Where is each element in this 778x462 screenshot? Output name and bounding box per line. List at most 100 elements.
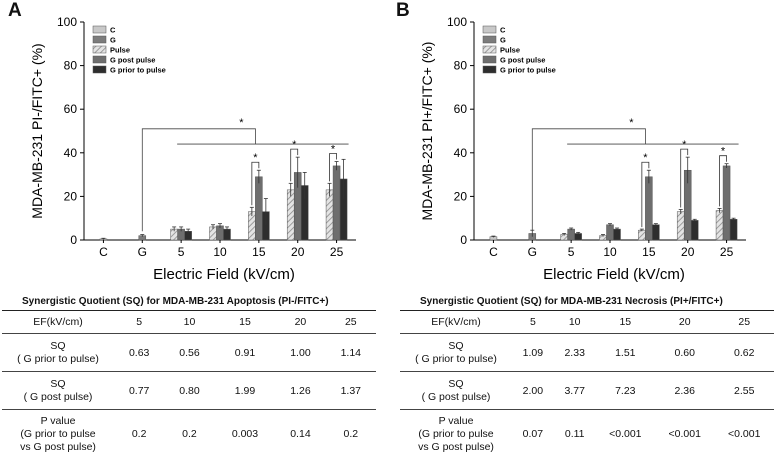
bar-g-post-pulse [606,224,614,241]
bar-g-prior-to-pulse [729,219,738,241]
legend-label: G [110,36,116,45]
table-cell: 0.11 [564,428,585,440]
significance-star: * [682,139,687,151]
header-cell: 20 [655,310,715,334]
header-cell: 15 [595,310,656,334]
significance-bracket [719,155,727,207]
table-cell: 0.2 [182,428,197,440]
table-cell: 0.77 [114,371,165,410]
x-tick-label: 15 [642,245,656,259]
legend-label: Pulse [110,46,130,55]
y-tick-label: 20 [64,189,78,203]
x-tick-label: 5 [568,245,575,259]
table-cell: 0.2 [343,428,359,440]
legend-swatch [482,65,497,74]
bar-g-post-pulse [567,228,575,241]
significance-star: * [292,139,297,151]
table-cell: <0.001 [668,428,701,440]
header-cell: EF(kV/cm) [400,310,512,334]
panel-letter-b: B [396,0,410,21]
table-cell: 2.33 [553,333,596,372]
header-cell: 25 [325,310,376,334]
legend-label: C [500,26,506,35]
legend-swatch [482,55,497,64]
table-cell: 0.56 [164,333,215,372]
table-cell: 1.37 [325,371,376,410]
significance-bracket [680,148,689,208]
y-tick-label: 80 [64,59,78,73]
y-tick-label: 40 [454,146,468,160]
table-cell: 0.62 [714,333,774,372]
table-cell: 1.51 [595,333,656,372]
panel-letter-a: A [8,0,22,21]
significance-bracket [641,161,650,228]
table-cell: 0.14 [290,428,311,440]
table-header-row: EF(kV/cm) 5 10 15 20 25 [2,310,376,334]
table-cell: 0.07 [522,428,544,440]
x-tick-label: 15 [252,245,266,259]
header-cell: 10 [164,310,215,334]
significance-star: * [721,146,726,158]
table-cell: 1.14 [325,333,376,372]
group-bracket [531,128,646,232]
group-bracket [141,128,256,232]
x-axis-label: Electric Field (kV/cm) [543,266,685,283]
bar-pulse [676,211,685,241]
legend-swatch [92,55,107,64]
header-cell: 15 [214,310,276,334]
x-tick-label: C [99,245,108,259]
table-cell: 7.23 [595,371,656,410]
y-tick-label: 80 [454,59,468,73]
table-title: Synergistic Quotient (SQ) for MDA-MB-231… [400,292,774,311]
y-tick-label: 60 [64,102,78,116]
row-label: P value (G prior to pulse vs G post pulse) [418,414,494,453]
row-label: SQ( G prior to pulse) [2,333,114,372]
table-cell: <0.001 [728,428,761,440]
significance-star: * [643,152,648,164]
table-cell: 1.26 [275,371,326,410]
x-tick-label: 5 [178,245,185,259]
bar-g-post-pulse [332,165,341,241]
table-row: P value (G prior to pulse vs G post pulse)… [400,410,774,459]
table-cell: 0.91 [214,333,276,372]
x-tick-label: C [489,245,498,259]
row-label: SQ( G post pulse) [400,371,512,410]
bar-g-post-pulse [255,176,263,241]
legend-label: G post pulse [110,56,155,65]
bar-g-prior-to-pulse [613,228,621,241]
table-cell: 0.80 [164,371,215,410]
chart-apoptosis: 0 20 40 60 80 100 MDA-MB-231 PI-/FITC+ (%) Elec… [29,15,356,283]
legend-swatch [92,35,107,44]
bar-g-post-pulse [722,165,731,241]
x-tick-label: G [138,245,147,259]
header-cell: 20 [275,310,326,334]
table-title: Synergistic Quotient (SQ) for MDA-MB-231… [2,292,376,311]
legend-swatch [92,45,107,54]
x-tick-label: 10 [603,245,617,259]
y-tick-label: 100 [447,15,467,29]
x-tick-label: G [528,245,537,259]
x-tick-label: 25 [330,245,344,259]
table-header-row: EF(kV/cm) 5 10 15 20 25 [400,310,774,334]
significance-bracket [329,153,337,182]
sq-table-apoptosis: Synergistic Quotient (SQ) for MDA-MB-231… [2,292,376,458]
y-tick-label: 60 [454,102,468,116]
table-cell: 0.60 [655,333,715,372]
table-cell: 2.36 [655,371,715,410]
sq-table-necrosis: Synergistic Quotient (SQ) for MDA-MB-231… [400,292,774,458]
table-cell: 0.003 [231,428,259,440]
legend-label: G prior to pulse [500,66,556,75]
legend-swatch [482,35,497,44]
x-tick-label: 20 [681,245,695,259]
chart-necrosis: 0 20 40 60 80 100 MDA-MB-231 PI+/FITC+ (%) Elec… [419,15,746,283]
table-cell: 3.77 [553,371,596,410]
table-cell: 0.2 [131,428,147,440]
table-cell: 1.99 [214,371,276,410]
y-axis-label: MDA-MB-231 PI-/FITC+ (%) [29,43,45,218]
legend-label: G post pulse [500,56,545,65]
row-label: P value (G prior to pulse vs G post pulse) [20,414,96,453]
group-significance-star: * [239,117,244,129]
bar-pulse [638,229,646,241]
bar-pulse [325,189,334,241]
table-row: SQ( G post pulse) 2.00 3.77 7.23 2.36 2.… [400,371,774,410]
